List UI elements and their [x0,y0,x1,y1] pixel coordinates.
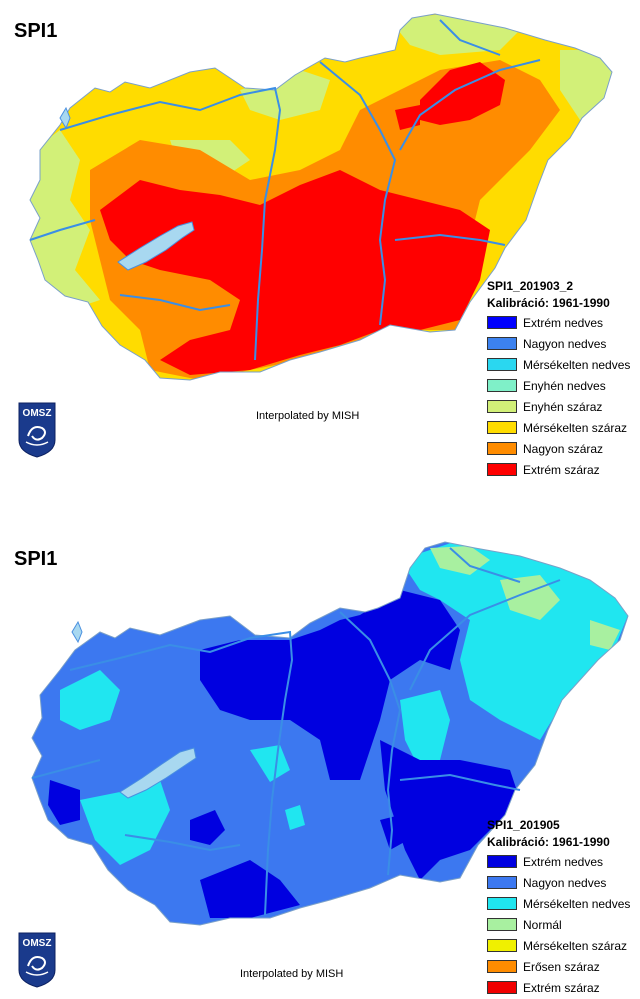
legend-item: Extrém száraz [487,459,630,480]
omsz-logo: OMSZ [18,402,56,458]
legend-item: Mérsékelten száraz [487,417,630,438]
legend-item: Nagyon száraz [487,438,630,459]
legend-swatch [487,855,517,868]
legend-swatch [487,337,517,350]
legend-label: Nagyon száraz [523,441,604,456]
legend-swatch [487,897,517,910]
legend-label: Extrém nedves [523,854,604,869]
spi-map-panel-march: SPI1 [0,0,640,490]
legend-label: Extrém száraz [523,980,600,995]
legend-swatch [487,960,517,973]
legend-item: Mérsékelten nedves [487,354,630,375]
legend-may: SPI1_201905 Kalibráció: 1961-1990 Extrém… [487,817,630,998]
legend-label: Erősen száraz [523,959,600,974]
legend-item: Mérsékelten nedves [487,893,630,914]
legend-item: Extrém nedves [487,851,630,872]
legend-item: Extrém száraz [487,977,630,998]
legend-label: Nagyon nedves [523,336,607,351]
small-lake [71,620,83,644]
legend-swatch [487,316,517,329]
legend-period: SPI1_201905 [487,818,560,832]
rivers [29,19,541,361]
legend-label: Nagyon nedves [523,875,607,890]
logo-text: OMSZ [23,408,52,419]
legend-calibration: Kalibráció: 1961-1990 [487,835,610,849]
legend-swatch [487,876,517,889]
legend-label: Mérsékelten száraz [523,938,628,953]
map-title: SPI1 [14,548,58,570]
legend-calibration: Kalibráció: 1961-1990 [487,296,610,310]
credit-text: Interpolated by MISH [256,410,360,422]
legend-entries: Extrém nedves Nagyon nedves Mérsékelten ne… [487,851,630,998]
legend-item: Extrém nedves [487,312,630,333]
spi-map-panel-may: SPI1 [0,520,640,999]
legend-label: Mérsékelten száraz [523,420,628,435]
legend-item: Enyhén száraz [487,396,630,417]
legend-label: Enyhén száraz [523,399,603,414]
legend-label: Mérsékelten nedves [523,357,631,372]
legend-label: Extrém száraz [523,462,600,477]
legend-item: Nagyon nedves [487,333,630,354]
legend-label: Normál [523,917,562,932]
lake-balaton [119,747,197,799]
legend-swatch [487,939,517,952]
legend-march: SPI1_201903_2 Kalibráció: 1961-1990 Extr… [487,278,630,480]
credit-text: Interpolated by MISH [240,968,344,980]
legend-swatch [487,379,517,392]
legend-swatch [487,421,517,434]
legend-item: Mérsékelten száraz [487,935,630,956]
legend-period: SPI1_201903_2 [487,279,574,293]
legend-item: Normál [487,914,630,935]
legend-swatch [487,463,517,476]
legend-label: Mérsékelten nedves [523,896,631,911]
legend-swatch [487,918,517,931]
logo-text: OMSZ [23,938,52,949]
legend-swatch [487,400,517,413]
rivers [31,547,561,916]
omsz-logo: OMSZ [18,932,56,988]
legend-item: Nagyon nedves [487,872,630,893]
spi-map-may [31,541,629,926]
legend-swatch [487,358,517,371]
legend-item: Enyhén nedves [487,375,630,396]
legend-swatch [487,981,517,994]
legend-label: Extrém nedves [523,315,604,330]
map-title: SPI1 [14,20,58,42]
small-lake [59,106,71,130]
lake-balaton [117,221,195,271]
legend-item: Erősen száraz [487,956,630,977]
legend-label: Enyhén nedves [523,378,606,393]
legend-entries: Extrém nedves Nagyon nedves Mérsékelten ne… [487,312,630,480]
legend-swatch [487,442,517,455]
